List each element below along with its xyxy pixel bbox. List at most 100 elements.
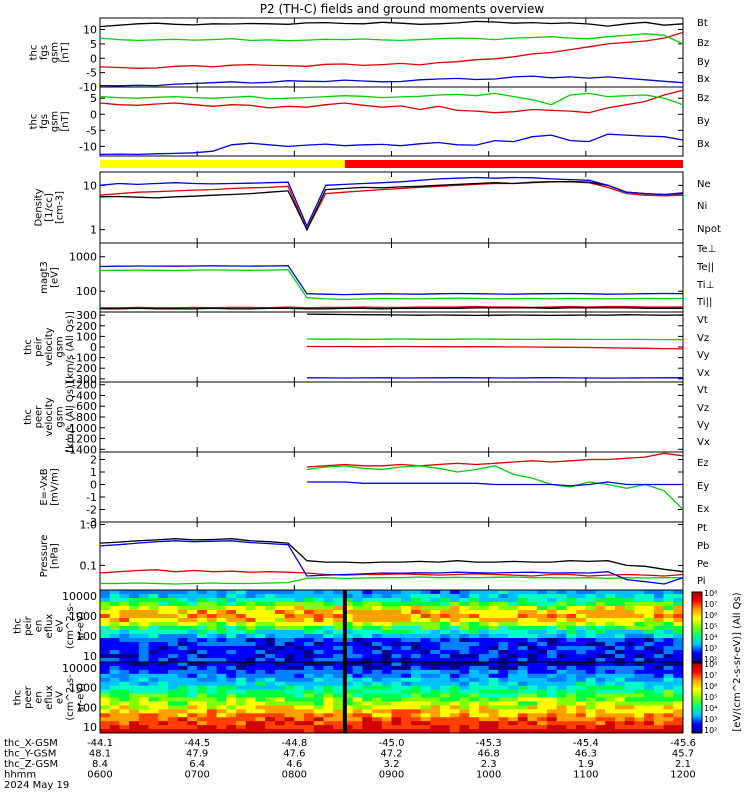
heatmap-cell [342,717,354,722]
heatmap-cell [342,673,354,679]
heatmap-cell [585,665,597,671]
y-tick-label: 5 [90,38,97,51]
heatmap-cell [440,614,451,619]
heatmap-cell [644,630,655,635]
heatmap-cell [508,705,519,710]
heatmap-cell [265,634,276,639]
y-tick-label: 2 [90,454,97,467]
heatmap-cell [401,622,412,627]
y-tick-label: -300 [72,373,97,386]
heatmap-cell [663,685,674,691]
heatmap-cell [391,594,402,599]
heatmap-cell [168,689,179,695]
heatmap-cell [634,642,645,647]
heatmap-cell [595,654,606,659]
heatmap-cell [177,594,188,599]
heatmap-cell [158,721,169,726]
heatmap-cell [109,630,120,635]
heatmap-cell [274,729,286,734]
heatmap-cell [537,725,548,730]
heatmap-cell [304,646,315,651]
heatmap-cell [517,638,529,643]
heatmap-cell [614,658,626,663]
heatmap-cell [595,606,606,611]
heatmap-cell [206,610,218,615]
heatmap-cell [323,614,334,619]
heatmap-cell [469,717,480,722]
heatmap-cell [644,721,655,726]
heatmap-cell [576,665,587,671]
heatmap-cell [614,650,626,655]
heatmap-cell [644,614,655,619]
heatmap-cell [342,669,354,675]
heatmap-cell [391,658,402,663]
y-axis-label: velocity [44,397,55,436]
heatmap-cell [265,693,276,698]
heatmap-cell [391,638,402,643]
heatmap-cell [614,721,626,726]
heatmap-cell [430,626,441,631]
heatmap-cell [304,602,315,607]
heatmap-cell [100,662,111,667]
heatmap-cell [430,646,441,651]
heatmap-cell [459,725,470,730]
heatmap-cell [304,638,315,643]
heatmap-cell [333,693,344,698]
heatmap-cell [129,677,140,683]
y-axis-label: (cm^2-s- [65,674,76,721]
heatmap-cell [391,681,402,687]
heatmap-cell [556,590,567,595]
region-bar-yellow [100,160,345,168]
heatmap-cell [576,662,587,667]
heatmap-cell [410,642,422,647]
x-row-label: thc_Z-GSM [4,759,58,770]
heatmap-cell [576,598,587,603]
heatmap-cell [401,673,412,679]
heatmap-cell [216,673,227,679]
heatmap-cell [304,630,315,635]
heatmap-cell [595,685,606,691]
heatmap-cell [381,665,392,671]
heatmap-cell [410,677,422,683]
heatmap-cell [138,662,150,667]
heatmap-cell [197,717,208,722]
heatmap-cell [372,729,383,734]
heatmap-cell [362,721,373,726]
heatmap-cell [391,610,402,615]
heatmap-cell [459,658,470,663]
heatmap-cell [158,606,169,611]
heatmap-cell [109,713,120,718]
y-tick-label: 200 [76,320,97,333]
heatmap-cell [333,642,344,647]
heatmap-cell [197,594,208,599]
heatmap-cell [119,642,130,647]
heatmap-cell [187,713,198,718]
heatmap-cell [478,634,490,639]
heatmap-cell [546,669,558,675]
heatmap-cell [381,693,392,698]
heatmap-cell [546,685,558,691]
heatmap-cell [517,590,529,595]
heatmap-cell [498,677,509,683]
heatmap-cell [226,614,237,619]
heatmap-cell [381,650,392,655]
heatmap-cell [478,638,490,643]
heatmap-cell [265,681,276,687]
heatmap-cell [595,681,606,687]
heatmap-cell [177,606,188,611]
heatmap-cell [585,689,597,695]
heatmap-cell [420,689,431,695]
heatmap-cell [644,725,655,730]
heatmap-cell [459,630,470,635]
heatmap-cell [595,634,606,639]
heatmap-cell [129,705,140,710]
heatmap-cell [255,658,266,663]
heatmap-cell [430,717,441,722]
heatmap-cell [109,610,120,615]
heatmap-cell [410,662,422,667]
heatmap-cell [148,622,159,627]
heatmap-cell [478,673,490,679]
heatmap-cell [342,658,354,663]
heatmap-cell [663,654,674,659]
